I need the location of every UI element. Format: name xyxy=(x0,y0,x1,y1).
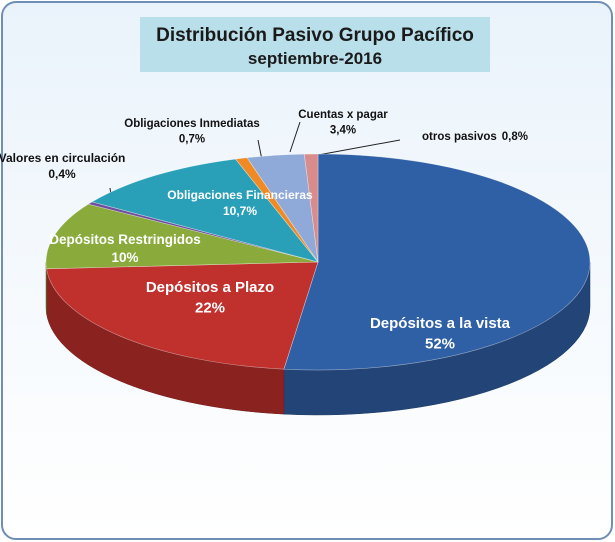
data-label: otros pasivos 0,8% xyxy=(422,131,528,143)
slice xyxy=(303,153,319,263)
data-label: Obligaciones Financieras 10,7% xyxy=(167,188,313,218)
category-label: Cuentas x pagar xyxy=(298,109,388,121)
category-label: Obligaciones Financieras xyxy=(167,188,313,202)
category-label: Obligaciones Inmediatas xyxy=(124,118,259,130)
value-label: 0,7% xyxy=(179,134,205,146)
category-label: otros pasivos xyxy=(422,131,497,143)
slice xyxy=(283,153,591,371)
category-label: Valores en circulación xyxy=(0,151,125,165)
value-label: 10,7% xyxy=(223,204,257,218)
slice xyxy=(91,158,319,263)
chart-title: Distribución Pasivo Grupo Pacífico xyxy=(156,25,474,46)
data-label: Valores en circulación 0,4% xyxy=(0,151,125,181)
leader-line xyxy=(317,139,401,156)
data-label: Depósitos a la vista 52% xyxy=(370,315,511,352)
title-box xyxy=(140,17,490,72)
data-label: Depósitos a Plazo 22% xyxy=(146,279,274,316)
category-label: Depósitos a la vista xyxy=(370,315,511,332)
data-label: Cuentas x pagar 3,4% xyxy=(298,109,388,137)
leader-line xyxy=(289,121,301,153)
value-label: 3,4% xyxy=(330,125,356,137)
value-label: 52% xyxy=(425,335,455,352)
value-label: 0,4% xyxy=(48,167,76,181)
slice xyxy=(46,261,319,370)
value-label: 10% xyxy=(111,250,138,265)
data-label: Depósitos Restringidos 10% xyxy=(49,232,201,265)
slice xyxy=(45,203,319,270)
chart-subtitle: septiembre-2016 xyxy=(248,49,382,68)
value-label: 22% xyxy=(195,299,225,316)
data-label: Obligaciones Inmediatas 0,7% xyxy=(124,118,259,146)
category-label: Depósitos a Plazo xyxy=(146,279,274,296)
category-label: Depósitos Restringidos xyxy=(49,232,201,247)
value-label: 0,8% xyxy=(502,131,528,143)
